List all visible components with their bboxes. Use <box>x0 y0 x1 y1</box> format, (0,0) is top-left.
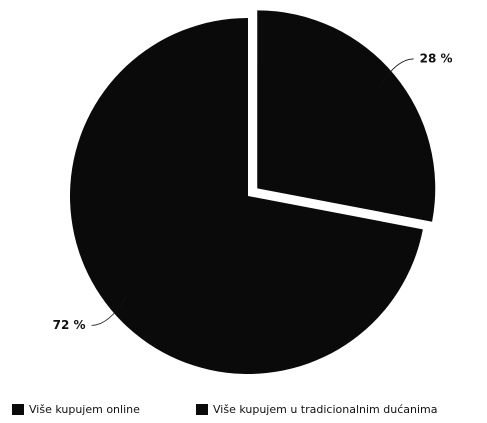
legend-label: Više kupujem u tradicionalnim dućanima <box>213 403 437 416</box>
legend-swatch <box>196 404 208 415</box>
value-label: 72 % <box>53 318 86 332</box>
pie-slice <box>257 10 436 222</box>
legend-swatch <box>12 404 24 415</box>
leader-line <box>91 296 127 326</box>
leader-line <box>378 58 414 88</box>
legend-label: Više kupujem online <box>29 403 140 416</box>
pie-slice <box>69 18 423 375</box>
value-label: 28 % <box>420 51 453 65</box>
